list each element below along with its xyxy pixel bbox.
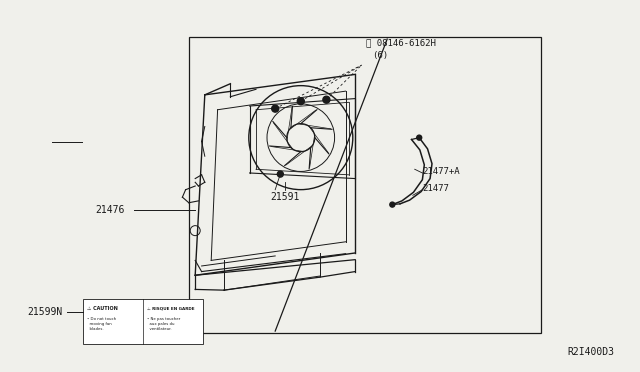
Circle shape (298, 98, 304, 105)
Text: ⚠ CAUTION: ⚠ CAUTION (87, 307, 118, 311)
Text: 21599N: 21599N (27, 308, 62, 317)
Text: 21477: 21477 (422, 185, 449, 193)
Circle shape (272, 105, 278, 112)
Text: • Ne pas toucher
  aux pales du
  ventilateur.: • Ne pas toucher aux pales du ventilateu… (147, 317, 180, 331)
Text: • Do not touch
  moving fan
  blades.: • Do not touch moving fan blades. (87, 317, 116, 331)
Circle shape (277, 171, 284, 177)
Polygon shape (83, 299, 204, 344)
Circle shape (323, 96, 330, 103)
Text: 21477+A: 21477+A (422, 167, 460, 176)
Text: ⚠ RISQUE EN GARDE: ⚠ RISQUE EN GARDE (147, 307, 195, 311)
Circle shape (390, 202, 395, 207)
Text: 21591: 21591 (270, 192, 300, 202)
Text: (6): (6) (372, 51, 388, 60)
Text: R2I400D3: R2I400D3 (568, 347, 614, 356)
Text: 21476: 21476 (95, 205, 125, 215)
Circle shape (417, 135, 422, 140)
Text: Ⓑ 08146-6162H: Ⓑ 08146-6162H (366, 38, 436, 47)
